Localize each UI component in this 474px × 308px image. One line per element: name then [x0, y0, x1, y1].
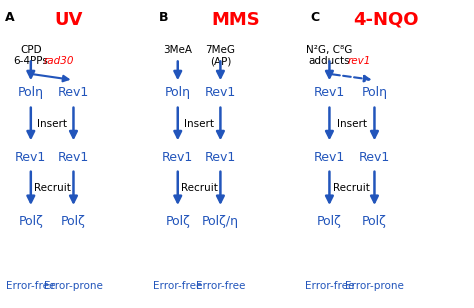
Text: Insert: Insert — [37, 119, 67, 129]
Text: Error-prone: Error-prone — [44, 281, 103, 291]
Text: UV: UV — [55, 11, 83, 29]
Text: A: A — [5, 11, 14, 24]
Text: Recruit: Recruit — [34, 184, 71, 193]
Text: B: B — [159, 11, 168, 24]
Text: Rev1: Rev1 — [15, 151, 46, 164]
Text: 3MeA: 3MeA — [163, 45, 192, 55]
Text: 4-NQO: 4-NQO — [353, 11, 419, 29]
Text: CPD
6-4PPs: CPD 6-4PPs — [13, 45, 48, 66]
Text: Rev1: Rev1 — [314, 151, 345, 164]
Text: Rev1: Rev1 — [58, 86, 89, 99]
Text: Polζ: Polζ — [18, 215, 43, 228]
Text: Polζ: Polζ — [165, 215, 190, 228]
Text: Rev1: Rev1 — [205, 151, 236, 164]
Text: Rev1: Rev1 — [58, 151, 89, 164]
Text: Error-free: Error-free — [196, 281, 245, 291]
Text: Error-free: Error-free — [6, 281, 55, 291]
Text: C: C — [310, 11, 319, 24]
Text: Error-prone: Error-prone — [345, 281, 404, 291]
Text: Polζ/η: Polζ/η — [202, 215, 239, 228]
Text: rev1: rev1 — [347, 56, 371, 66]
Text: Polζ: Polζ — [362, 215, 387, 228]
Text: Recruit: Recruit — [333, 184, 370, 193]
Text: rad30: rad30 — [44, 56, 74, 66]
Text: Polη: Polη — [165, 86, 191, 99]
Text: Rev1: Rev1 — [205, 86, 236, 99]
Text: Error-free: Error-free — [305, 281, 354, 291]
Text: 7MeG
(AP): 7MeG (AP) — [205, 45, 236, 66]
Text: Polη: Polη — [18, 86, 44, 99]
Text: Insert: Insert — [337, 119, 367, 129]
Text: Error-free: Error-free — [153, 281, 202, 291]
Text: Insert: Insert — [184, 119, 214, 129]
Text: Rev1: Rev1 — [314, 86, 345, 99]
Text: MMS: MMS — [211, 11, 260, 29]
Text: Polη: Polη — [362, 86, 387, 99]
Text: N²G, C⁸G
adducts: N²G, C⁸G adducts — [306, 45, 353, 66]
Text: Recruit: Recruit — [181, 184, 218, 193]
Text: Polζ: Polζ — [61, 215, 86, 228]
Text: Rev1: Rev1 — [359, 151, 390, 164]
Text: Polζ: Polζ — [317, 215, 342, 228]
Text: Rev1: Rev1 — [162, 151, 193, 164]
